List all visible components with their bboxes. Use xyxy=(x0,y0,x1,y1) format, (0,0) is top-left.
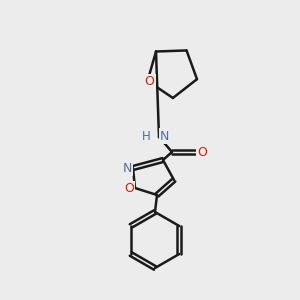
Text: N: N xyxy=(122,161,132,175)
Text: H: H xyxy=(142,130,151,142)
Text: O: O xyxy=(145,75,154,88)
Text: N: N xyxy=(160,130,169,142)
Text: O: O xyxy=(197,146,207,158)
Text: O: O xyxy=(124,182,134,196)
